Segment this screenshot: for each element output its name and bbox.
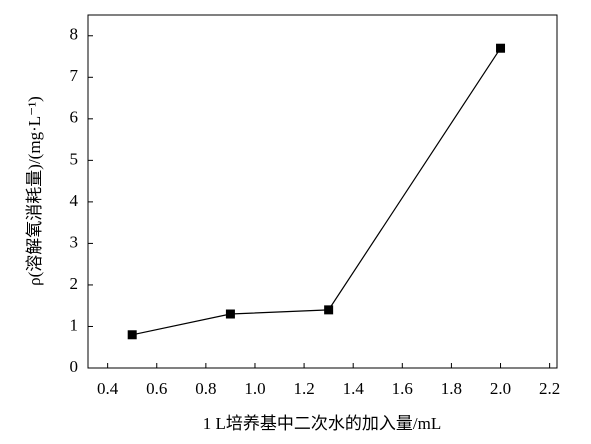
x-tick-label: 1.0 <box>244 379 265 398</box>
y-tick-label: 6 <box>70 108 79 127</box>
x-tick-label: 1.4 <box>343 379 365 398</box>
line <box>132 47 502 336</box>
x-tick-label: 2.0 <box>490 379 511 398</box>
marker <box>225 309 235 319</box>
y-tick-label: 0 <box>70 357 79 376</box>
y-tick-label: 1 <box>70 315 79 334</box>
x-tick-label: 1.2 <box>293 379 314 398</box>
x-tick-label: 0.4 <box>97 379 119 398</box>
y-tick-label: 4 <box>70 191 79 210</box>
x-tick-label: 1.6 <box>392 379 413 398</box>
y-tick-label: 5 <box>70 149 79 168</box>
y-tick-label: 3 <box>70 232 79 251</box>
marker <box>127 330 137 340</box>
x-tick-label: 0.6 <box>146 379 167 398</box>
plot-frame <box>87 14 558 369</box>
y-tick-label: 2 <box>70 274 79 293</box>
x-tick-label: 1.8 <box>441 379 462 398</box>
marker <box>496 43 506 53</box>
y-axis-label: ρ(溶解氧消耗量)/(mg·L⁻¹) <box>25 96 44 286</box>
y-tick-label: 7 <box>70 66 79 85</box>
x-tick-label: 0.8 <box>195 379 216 398</box>
marker <box>324 305 334 315</box>
y-tick-label: 8 <box>70 25 79 44</box>
x-axis-label: 1 L培养基中二次水的加入量/mL <box>203 414 441 433</box>
x-tick-label: 2.2 <box>539 379 560 398</box>
